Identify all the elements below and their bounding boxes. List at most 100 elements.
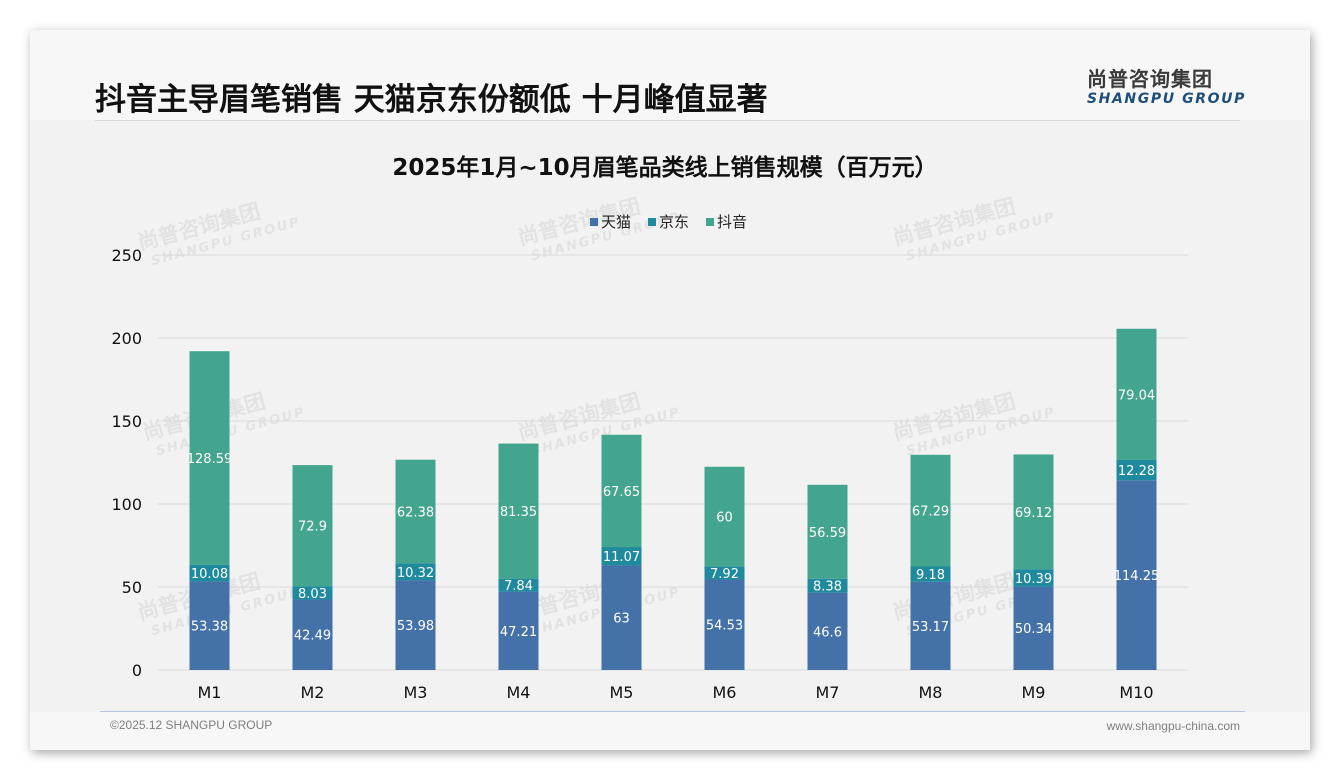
y-tick-label: 150 (111, 412, 142, 431)
x-tick-label: M8 (919, 683, 943, 702)
data-label: 54.53 (706, 619, 743, 634)
data-label: 81.35 (500, 505, 537, 520)
bars (189, 328, 1157, 670)
bar-segment (807, 484, 848, 579)
bar-segment (910, 581, 951, 670)
footer-copyright: ©2025.12 SHANGPU GROUP (110, 718, 273, 732)
bar-segment (1013, 586, 1054, 670)
legend-swatch (706, 218, 714, 226)
legend-label: 京东 (659, 213, 689, 231)
logo-english-text: SHANGPU GROUP (1087, 91, 1246, 107)
x-tick-label: M7 (816, 683, 840, 702)
legend-item: 抖音 (706, 213, 747, 231)
data-label: 67.65 (603, 485, 640, 500)
data-label: 60 (716, 511, 733, 526)
bar-segment (601, 434, 642, 548)
company-logo: 尚普咨询集团 SHANGPU GROUP (1087, 63, 1247, 107)
legend-swatch (648, 218, 656, 226)
bar-segment (292, 599, 333, 670)
data-label: 7.92 (710, 567, 739, 582)
data-label: 11.07 (603, 550, 640, 565)
bar-stack (292, 465, 333, 670)
bar-segment (807, 578, 848, 593)
bar-segment (1013, 454, 1054, 570)
data-label: 53.17 (912, 620, 949, 635)
x-tick-label: M10 (1119, 683, 1153, 702)
data-label: 10.32 (397, 566, 434, 581)
x-tick-label: M2 (301, 683, 325, 702)
x-axis-ticks: M1 M2 M3 M4 M5 M6 M7 M8 M9 M10 (198, 683, 1154, 702)
x-tick-label: M3 (404, 683, 428, 702)
bar-segment (395, 563, 436, 581)
bar-segment (292, 586, 333, 600)
data-label: 128.59 (187, 452, 233, 467)
data-label: 10.08 (191, 567, 228, 582)
bar-segment (910, 454, 951, 567)
headline-divider (95, 120, 1240, 121)
bar-stack (1013, 454, 1054, 670)
bar-segment (498, 591, 539, 670)
bar-segment (189, 564, 230, 582)
bar-segment (1116, 480, 1157, 670)
slide: 抖音主导眉笔销售 天猫京东份额低 十月峰值显著 尚普咨询集团 SHANGPU G… (30, 30, 1310, 750)
bar-segment (292, 465, 333, 587)
data-label: 56.59 (809, 526, 846, 541)
data-labels: 53.38 10.08 128.59 42.49 8.03 72.9 53.98 10.32 6… (187, 388, 1160, 643)
footer-divider (100, 711, 1245, 712)
legend-swatch (590, 218, 598, 226)
bar-segment (807, 592, 848, 670)
bar-segment (498, 443, 539, 579)
data-label: 50.34 (1015, 622, 1052, 637)
bar-segment (189, 351, 230, 565)
bar-stack (910, 454, 951, 670)
data-label: 8.03 (298, 587, 327, 602)
bar-stack (498, 443, 539, 670)
data-label: 12.28 (1118, 464, 1155, 479)
bar-stack (704, 466, 745, 670)
y-axis-ticks: 0 50 100 150 200 250 (111, 246, 142, 680)
data-label: 62.38 (397, 505, 434, 520)
data-label: 42.49 (294, 629, 331, 644)
legend-item: 天猫 (590, 213, 631, 231)
legend-label: 抖音 (717, 213, 747, 231)
bar-segment (1116, 459, 1157, 481)
bar-segment (704, 579, 745, 670)
logo-chinese-text: 尚普咨询集团 (1087, 67, 1213, 91)
chart-title: 2025年1月~10月眉笔品类线上销售规模（百万元） (392, 154, 937, 181)
chart-background (30, 120, 1310, 712)
data-label: 46.6 (813, 625, 842, 640)
data-label: 72.9 (298, 520, 327, 535)
bar-stack (807, 484, 848, 670)
data-label: 53.38 (191, 620, 228, 635)
bar-segment (189, 581, 230, 670)
bar-stack (1116, 328, 1157, 670)
data-label: 9.18 (916, 568, 945, 583)
x-tick-label: M5 (610, 683, 634, 702)
bar-stack (395, 459, 436, 670)
bar-stack (601, 434, 642, 670)
x-tick-label: M1 (198, 683, 222, 702)
bar-segment (498, 578, 539, 592)
y-tick-label: 50 (122, 578, 142, 597)
bar-segment (910, 566, 951, 582)
data-label: 63 (613, 612, 630, 627)
x-tick-label: M6 (713, 683, 737, 702)
bar-segment (704, 566, 745, 580)
legend-label: 天猫 (601, 213, 631, 231)
bar-segment (395, 459, 436, 564)
bar-segment (704, 466, 745, 567)
bar-stack (189, 351, 230, 670)
data-label: 10.39 (1015, 572, 1052, 587)
footer-website[interactable]: www.shangpu-china.com (1106, 719, 1240, 733)
page-headline: 抖音主导眉笔销售 天猫京东份额低 十月峰值显著 (95, 82, 768, 118)
bar-segment (395, 580, 436, 670)
data-label: 7.84 (504, 579, 533, 594)
x-tick-label: M9 (1022, 683, 1046, 702)
